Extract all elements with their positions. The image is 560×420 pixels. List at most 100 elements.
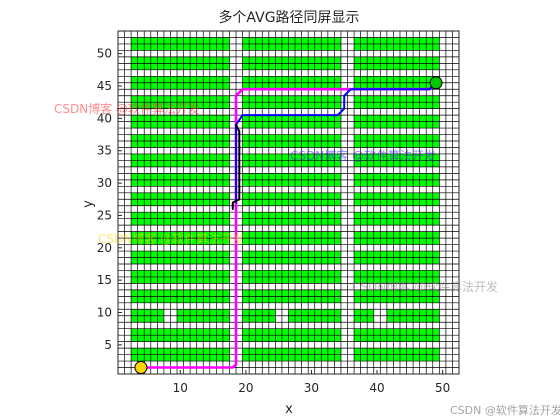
shelf-cell (157, 315, 164, 323)
shelf-cell (360, 354, 368, 362)
shelf-cell (334, 348, 341, 355)
shelf-cell (275, 328, 282, 336)
shelf-cell (386, 199, 394, 206)
shelf-cell (216, 37, 223, 44)
shelf-cell (268, 348, 276, 355)
shelf-cell (393, 115, 400, 122)
shelf-cell (399, 160, 407, 167)
shelf-cell (170, 63, 178, 70)
shelf-cell (150, 121, 158, 129)
shelf-cell (177, 315, 184, 323)
shelf-cell (242, 121, 250, 129)
shelf-cell (360, 173, 368, 180)
shelf-cell (157, 218, 164, 226)
shelf-cell (406, 276, 414, 284)
shelf-cell (268, 296, 276, 303)
shelf-cell (295, 218, 302, 226)
shelf-cell (196, 231, 204, 239)
shelf-cell (177, 121, 184, 129)
shelf-cell (380, 257, 387, 264)
shelf-cell (432, 173, 440, 180)
shelf-cell (144, 121, 151, 129)
shelf-cell (406, 121, 414, 129)
shelf-cell (399, 134, 407, 142)
shelf-cell (288, 173, 296, 180)
shelf-cell (295, 251, 302, 258)
shelf-cell (209, 76, 217, 83)
shelf-cell (354, 335, 361, 342)
shelf-cell (183, 37, 191, 44)
shelf-cell (413, 76, 420, 83)
shelf-cell (131, 141, 138, 148)
shelf-cell (262, 238, 269, 245)
shelf-cell (157, 76, 164, 83)
shelf-cell (131, 56, 138, 64)
shelf-cell (255, 212, 263, 219)
shelf-cell (177, 192, 184, 200)
shelf-cell (393, 212, 400, 219)
shelf-cell (190, 276, 197, 284)
shelf-cell (183, 257, 191, 264)
shelf-cell (288, 82, 296, 90)
shelf-cell (393, 276, 400, 284)
shelf-cell (137, 231, 145, 239)
shelf-cell (190, 335, 197, 342)
shelf-cell (222, 141, 230, 148)
shelf-cell (327, 141, 335, 148)
shelf-cell (150, 134, 158, 142)
shelf-cell (281, 270, 289, 277)
plot-area (117, 30, 460, 375)
shelf-cell (288, 160, 296, 167)
shelf-cell (367, 212, 374, 219)
shelf-cell (183, 276, 191, 284)
shelf-cell (380, 289, 387, 297)
shelf-cell (150, 153, 158, 161)
shelf-cell (255, 141, 263, 148)
shelf-cell (190, 160, 197, 167)
shelf-cell (249, 270, 256, 277)
shelf-cell (275, 43, 282, 51)
shelf-cell (190, 115, 197, 122)
shelf-cell (354, 348, 361, 355)
shelf-cell (308, 179, 315, 187)
shelf-cell (426, 115, 433, 122)
shelf-cell (386, 192, 394, 200)
shelf-cell (177, 257, 184, 264)
shelf-cell (249, 56, 256, 64)
shelf-cell (203, 102, 210, 109)
x-tick-label: 10 (173, 381, 188, 395)
shelf-cell (393, 134, 400, 142)
shelf-cell (242, 153, 250, 161)
shelf-cell (399, 153, 407, 161)
shelf-cell (360, 63, 368, 70)
shelf-cell (163, 238, 171, 245)
shelf-cell (295, 212, 302, 219)
shelf-cell (196, 315, 204, 323)
shelf-cell (150, 192, 158, 200)
shelf-cell (222, 63, 230, 70)
shelf-cell (295, 296, 302, 303)
shelf-cell (288, 179, 296, 187)
shelf-cell (222, 95, 230, 103)
shelf-cell (426, 335, 433, 342)
shelf-cell (373, 43, 381, 51)
shelf-cell (249, 43, 256, 51)
shelf-cell (301, 315, 309, 323)
shelf-cell (380, 56, 387, 64)
shelf-cell (367, 251, 374, 258)
shelf-cell (295, 276, 302, 284)
shelf-cell (196, 270, 204, 277)
shelf-cell (157, 37, 164, 44)
shelf-cell (354, 63, 361, 70)
shelf-cell (288, 270, 296, 277)
shelf-cell (242, 212, 250, 219)
shelf-cell (393, 95, 400, 103)
shelf-cell (393, 76, 400, 83)
shelf-cell (288, 238, 296, 245)
shelf-cell (295, 76, 302, 83)
shelf-cell (367, 348, 374, 355)
shelf-cell (137, 121, 145, 129)
shelf-cell (196, 199, 204, 206)
shelf-cell (268, 56, 276, 64)
shelf-cell (216, 134, 223, 142)
